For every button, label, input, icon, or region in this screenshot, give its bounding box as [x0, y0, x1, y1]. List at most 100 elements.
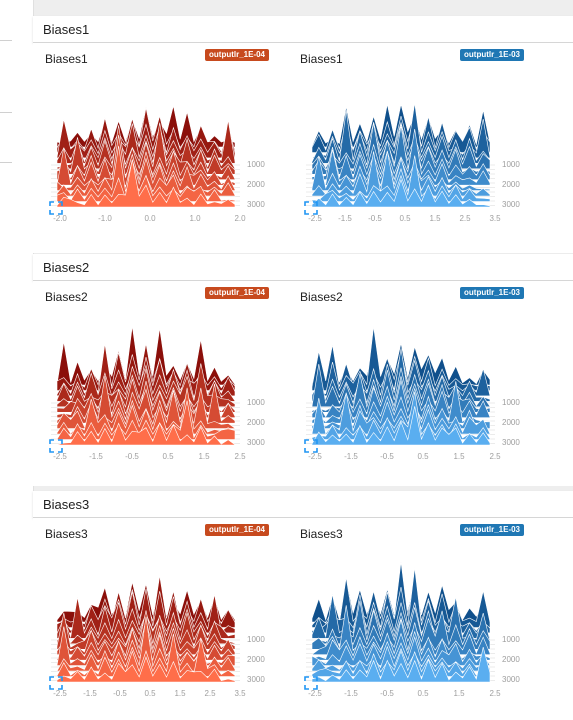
histogram-ridge: [56, 422, 236, 446]
histogram-ridge: [56, 656, 236, 683]
run-badge: outputlr_1E-04: [205, 287, 270, 299]
section-biases1: Biases1 Biases1 outputlr_1E-04 -2.0 -1.0 0…: [33, 16, 573, 253]
x-tick-label: 1.5: [429, 214, 441, 223]
y-tick-label: 3000: [502, 438, 520, 447]
histogram-plot: -2.5 -1.5 -0.5 0.5 1.5 2.5 1000 2000 3000: [306, 326, 520, 461]
run-badge: outputlr_1E-04: [205, 524, 270, 536]
y-tick-label: 2000: [502, 418, 520, 427]
x-tick-label: -2.5: [308, 452, 322, 461]
section-title: Biases3: [43, 497, 90, 512]
x-tick-label: 2.5: [489, 689, 501, 698]
y-tick-label: 2000: [247, 180, 265, 189]
histogram-ridge: [311, 150, 491, 197]
fullscreen-icon[interactable]: [304, 201, 318, 215]
x-tick-label: 1.5: [174, 689, 186, 698]
histogram-ridge: [311, 406, 491, 446]
x-tick-label: -0.5: [125, 452, 139, 461]
left-sidebar: [0, 0, 34, 720]
section-title: Biases1: [43, 22, 90, 37]
histogram-card: Biases3 outputlr_1E-04 -2.5 -1.5 -0.5 0.5 1.…: [35, 518, 290, 718]
run-badge: outputlr_1E-04: [205, 49, 270, 61]
y-tick-label: 3000: [502, 200, 520, 209]
y-tick-label: 2000: [502, 180, 520, 189]
fullscreen-icon[interactable]: [49, 201, 63, 215]
y-tick-label: 1000: [502, 160, 520, 169]
histogram-plot: -2.5 -1.5 -0.5 0.5 1.5 2.5 1000 2000 3000: [306, 561, 520, 698]
sidebar-divider: [0, 40, 12, 41]
x-tick-label: -0.5: [380, 452, 394, 461]
section-biases3: Biases3 Biases3 outputlr_1E-04 -2.5 -1.5 -…: [33, 491, 573, 720]
x-tick-label: 0.5: [399, 214, 411, 223]
run-badge: outputlr_1E-03: [460, 49, 525, 61]
y-tick-label: 1000: [247, 160, 265, 169]
x-tick-label: -1.5: [344, 689, 358, 698]
x-tick-label: 1.5: [453, 452, 465, 461]
y-tick-label: 3000: [247, 200, 265, 209]
y-tick-label: 1000: [247, 398, 265, 407]
x-tick-label: 0.5: [417, 452, 429, 461]
x-tick-label: -0.5: [113, 689, 127, 698]
histogram-ridge: [311, 605, 491, 655]
x-tick-label: -1.5: [83, 689, 97, 698]
x-tick-label: 2.5: [459, 214, 471, 223]
y-tick-label: 2000: [247, 655, 265, 664]
section-biases2: Biases2 Biases2 outputlr_1E-04 -2.5 -1.5 -…: [33, 254, 573, 486]
x-tick-label: 0.5: [144, 689, 156, 698]
x-tick-label: 3.5: [234, 689, 246, 698]
x-tick-label: -2.5: [53, 452, 67, 461]
y-tick-label: 3000: [502, 675, 520, 684]
fullscreen-icon[interactable]: [49, 676, 63, 690]
y-tick-label: 1000: [502, 635, 520, 644]
sidebar-divider: [0, 162, 12, 163]
x-tick-label: 0.5: [417, 689, 429, 698]
card-title: Biases2: [300, 290, 343, 304]
histogram-card: Biases2 outputlr_1E-03 -2.5 -1.5 -0.5 0.5 1.…: [290, 281, 545, 481]
card-title: Biases3: [300, 527, 343, 541]
x-tick-label: -1.5: [89, 452, 103, 461]
y-tick-label: 2000: [502, 655, 520, 664]
y-tick-label: 2000: [247, 418, 265, 427]
x-tick-label: 2.0: [234, 214, 246, 223]
histogram-ridge: [311, 392, 491, 435]
card-title: Biases2: [45, 290, 88, 304]
x-tick-label: -2.5: [53, 689, 67, 698]
section-header[interactable]: Biases1: [33, 16, 573, 43]
x-tick-label: -1.5: [344, 452, 358, 461]
histogram-plot: -2.0 -1.0 0.0 1.0 2.0 1000 2000 3000: [51, 105, 265, 223]
section-header[interactable]: Biases2: [33, 254, 573, 281]
x-tick-label: 3.5: [489, 214, 501, 223]
histogram-ridge: [56, 159, 236, 208]
histogram-card: Biases1 outputlr_1E-03 -2.5 -1.5 -0.5 0.5 1.…: [290, 43, 545, 243]
histogram-ridge: [56, 122, 236, 175]
histogram-plot: -2.5 -1.5 -0.5 0.5 1.5 2.5 3.5 1000 2000 3000: [306, 102, 520, 223]
fullscreen-icon[interactable]: [304, 676, 318, 690]
x-tick-label: 2.5: [489, 452, 501, 461]
x-tick-label: 1.5: [453, 689, 465, 698]
x-tick-label: -2.5: [308, 214, 322, 223]
histogram-ridge: [311, 129, 491, 180]
section-title: Biases2: [43, 260, 90, 275]
sidebar-divider: [0, 112, 12, 113]
histogram-ridge: [311, 178, 491, 208]
y-tick-label: 3000: [247, 438, 265, 447]
histogram-ridge: [311, 155, 491, 202]
x-tick-label: 2.5: [234, 452, 246, 461]
section-header[interactable]: Biases3: [33, 491, 573, 518]
card-title: Biases1: [300, 52, 343, 66]
x-tick-label: 2.5: [204, 689, 216, 698]
x-tick-label: -0.5: [368, 214, 382, 223]
x-tick-label: -1.5: [338, 214, 352, 223]
histogram-plot: -2.5 -1.5 -0.5 0.5 1.5 2.5 1000 2000 3000: [51, 326, 265, 461]
x-tick-label: -2.0: [53, 214, 67, 223]
histogram-ridge: [56, 633, 236, 677]
histogram-ridge: [56, 157, 236, 191]
histogram-card: Biases1 outputlr_1E-04 -2.0 -1.0 0.0 1.0 2.0…: [35, 43, 290, 243]
x-tick-label: 0.0: [144, 214, 156, 223]
card-title: Biases3: [45, 527, 88, 541]
x-tick-label: -0.5: [380, 689, 394, 698]
fullscreen-icon[interactable]: [49, 439, 63, 453]
y-tick-label: 3000: [247, 675, 265, 684]
histogram-card: Biases3 outputlr_1E-03 -2.5 -1.5 -0.5 0.5 1.…: [290, 518, 545, 718]
fullscreen-icon[interactable]: [304, 439, 318, 453]
histogram-ridge: [56, 400, 236, 440]
